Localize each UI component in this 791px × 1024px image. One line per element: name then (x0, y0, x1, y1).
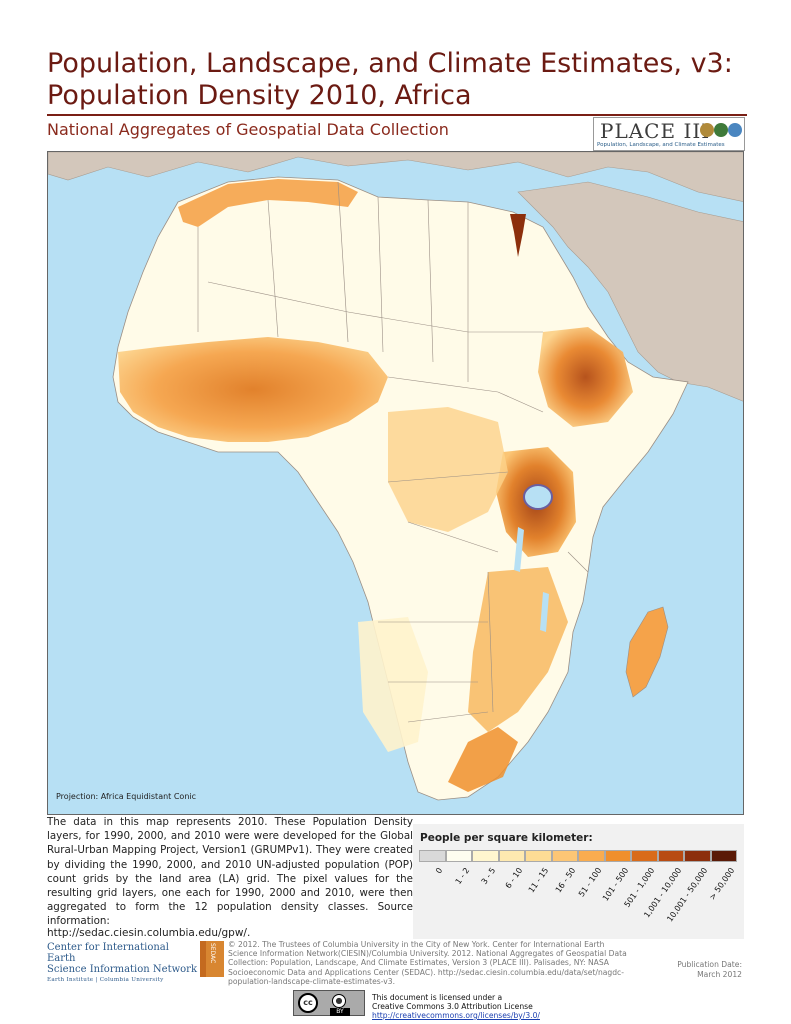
ciesin-name-line-2: Science Information Network (47, 964, 198, 975)
source-url[interactable]: http://sedac.ciesin.columbia.edu/gpw/. (47, 927, 251, 939)
license-line-1: This document is licensed under a (372, 993, 503, 1002)
ciesin-name-line-1: Center for International Earth (47, 942, 169, 964)
country-borders (197, 181, 589, 723)
attribution-person-icon: ● (332, 994, 346, 1008)
sedac-logo-text: SEDAC (209, 943, 216, 964)
legend-swatch (551, 850, 578, 862)
legend-swatch (445, 850, 472, 862)
title-line-2: Population Density 2010, Africa (47, 80, 472, 111)
ethiopia-highlands-density (538, 327, 633, 427)
map-canvas (48, 152, 743, 801)
publication-date: Publication Date: March 2012 (640, 960, 742, 979)
license-line-2: Creative Commons 3.0 Attribution License (372, 1002, 533, 1011)
place-logo-tagline: Population, Landscape, and Climate Estim… (597, 142, 725, 148)
map-description: The data in this map represents 2010. Th… (47, 816, 413, 928)
legend-swatch (631, 850, 658, 862)
lake-tanganyika (514, 527, 524, 572)
legend-swatch (684, 850, 711, 862)
legend-class-label: 3 - 5 (479, 866, 498, 887)
legend-class-label: 11 - 15 (526, 866, 551, 895)
collection-subtitle: National Aggregates of Geospatial Data C… (47, 120, 449, 139)
legend-swatch (710, 850, 737, 862)
cc-by-badge[interactable]: cc ● BY (293, 990, 365, 1016)
legend-swatch (419, 850, 446, 862)
pubdate-value: March 2012 (697, 969, 742, 979)
southwest-africa-density (358, 617, 428, 752)
title-line-1: Population, Landscape, and Climate Estim… (47, 48, 733, 79)
legend-swatch (472, 850, 499, 862)
map-title: Population, Landscape, and Climate Estim… (47, 48, 747, 112)
tree-icon (714, 123, 728, 137)
legend-swatch (498, 850, 525, 862)
legend-title: People per square kilometer: (420, 832, 593, 844)
ciesin-logo: Center for International Earth Science I… (47, 942, 197, 983)
middle-east-landmass (517, 181, 743, 402)
cc-icon: cc (298, 993, 318, 1013)
legend-class-label: 1 - 2 (453, 866, 471, 887)
place-logo-text: PLACE III (600, 119, 711, 143)
copyright-citation: © 2012. The Trustees of Columbia Univers… (228, 940, 627, 986)
legend-class-label: 0 (434, 866, 445, 876)
legend-swatch (604, 850, 631, 862)
lake-malawi (540, 592, 549, 632)
people-icon (700, 123, 714, 137)
central-africa-density (388, 407, 508, 532)
legend-class-label: > 50,000 (707, 866, 736, 902)
legend-labels: 0 1 - 2 3 - 5 6 - 10 11 - 15 16 - 50 51 - 100 1… (419, 866, 749, 936)
density-legend: People per square kilometer: 0 1 - 2 3 - 5… (413, 824, 744, 939)
legend-swatches (419, 850, 737, 862)
ciesin-affiliation: Earth Institute | Columbia University (47, 977, 164, 983)
legend-swatch (525, 850, 552, 862)
by-label: BY (330, 1008, 350, 1016)
sedac-logo: SEDAC (206, 941, 224, 977)
projection-label: Projection: Africa Equidistant Conic (56, 792, 197, 801)
legend-class-label: 51 - 100 (576, 866, 604, 899)
sedac-accent-bar (200, 941, 206, 977)
lake-victoria (523, 484, 553, 510)
legend-class-label: 16 - 50 (553, 866, 577, 895)
license-link[interactable]: http://creativecommons.org/licenses/by/3… (372, 1011, 540, 1020)
legend-class-label: 6 - 10 (503, 866, 524, 891)
pubdate-label: Publication Date: (677, 960, 742, 969)
europe-landmass (48, 152, 743, 202)
legend-swatch (657, 850, 684, 862)
legend-swatch (578, 850, 605, 862)
africa-population-density-map[interactable] (47, 151, 744, 815)
license-notice: This document is licensed under a Creati… (372, 993, 540, 1020)
nile-delta-density (510, 214, 526, 257)
maghreb-coast-density (178, 179, 358, 227)
south-africa-east-density (448, 727, 518, 792)
title-divider (47, 114, 747, 116)
globe-icon (728, 123, 742, 137)
legend-class-label: 101 - 500 (600, 866, 630, 903)
place-iii-logo: PLACE III Population, Landscape, and Cli… (593, 117, 745, 151)
sahel-west-density (118, 337, 388, 442)
madagascar (625, 606, 669, 698)
